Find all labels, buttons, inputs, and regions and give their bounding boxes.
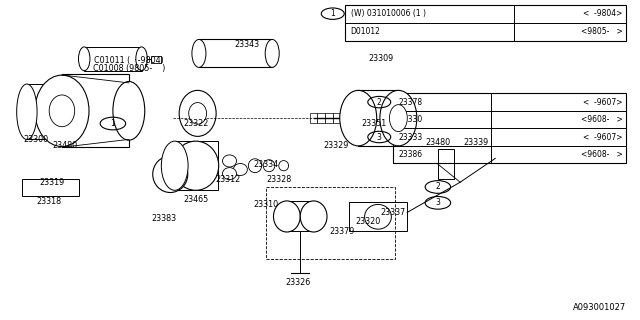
Text: 23320: 23320 (355, 217, 380, 226)
Ellipse shape (234, 164, 247, 176)
Bar (22, 179, 79, 196)
Text: 23322: 23322 (183, 119, 209, 128)
Text: <  -9607>: < -9607> (583, 98, 623, 107)
Bar (175, 141, 218, 190)
Text: 23319: 23319 (40, 178, 65, 187)
Bar (151, 56, 161, 63)
Text: <9608-   >: <9608- > (581, 150, 623, 159)
Text: 23378: 23378 (398, 98, 422, 107)
Ellipse shape (79, 47, 90, 71)
Text: (W) 031010006 (1 ): (W) 031010006 (1 ) (351, 9, 426, 18)
Ellipse shape (279, 161, 289, 171)
Text: 23326: 23326 (285, 278, 310, 287)
Ellipse shape (189, 103, 207, 124)
Bar (349, 202, 407, 231)
Text: 23334: 23334 (253, 160, 278, 169)
Ellipse shape (136, 47, 147, 71)
Text: <9608-   >: <9608- > (581, 115, 623, 124)
Text: <  -9804>: < -9804> (583, 9, 623, 18)
Text: 23309: 23309 (368, 54, 393, 63)
Text: 23480: 23480 (52, 141, 77, 150)
Text: 23351: 23351 (362, 119, 387, 128)
Ellipse shape (173, 141, 219, 190)
Text: 1: 1 (330, 9, 335, 18)
Bar (358, 90, 398, 146)
Ellipse shape (365, 204, 392, 229)
Text: 23480: 23480 (426, 138, 451, 147)
Bar (199, 39, 272, 68)
Ellipse shape (390, 105, 407, 132)
Ellipse shape (49, 95, 75, 127)
Ellipse shape (223, 155, 237, 167)
Text: 23300: 23300 (24, 135, 49, 144)
Text: 3: 3 (435, 198, 440, 207)
Text: 23343: 23343 (234, 40, 259, 49)
Bar (438, 149, 454, 179)
Bar (333, 113, 340, 123)
Text: D01012: D01012 (351, 28, 380, 36)
Bar (394, 93, 626, 163)
Text: <  -9607>: < -9607> (583, 132, 623, 141)
Text: 23339: 23339 (463, 138, 489, 147)
Ellipse shape (192, 39, 206, 68)
Bar (346, 4, 626, 41)
Ellipse shape (340, 90, 377, 146)
Bar (27, 84, 65, 140)
Bar (287, 201, 314, 231)
Text: 23333: 23333 (398, 132, 422, 141)
Ellipse shape (35, 75, 89, 147)
Text: 23318: 23318 (36, 197, 61, 206)
Text: 1: 1 (111, 119, 115, 128)
Text: 23312: 23312 (215, 174, 240, 184)
Text: 23379: 23379 (330, 227, 355, 236)
Text: 23310: 23310 (253, 200, 278, 209)
Bar (317, 113, 325, 123)
Text: 23386: 23386 (398, 150, 422, 159)
Text: 23337: 23337 (381, 208, 406, 217)
Text: <9805-   >: <9805- > (581, 28, 623, 36)
Text: 2: 2 (377, 98, 381, 107)
Bar (310, 113, 317, 123)
Text: 3: 3 (377, 132, 381, 141)
Ellipse shape (223, 168, 237, 180)
Ellipse shape (153, 156, 188, 193)
Bar (325, 113, 333, 123)
Ellipse shape (161, 141, 188, 190)
Text: 23383: 23383 (151, 214, 177, 223)
Ellipse shape (248, 159, 262, 173)
Text: 23329: 23329 (323, 141, 349, 150)
Text: 23465: 23465 (183, 195, 209, 204)
Ellipse shape (113, 82, 145, 140)
Ellipse shape (273, 201, 300, 232)
Ellipse shape (179, 90, 216, 136)
Ellipse shape (17, 84, 37, 140)
Ellipse shape (263, 160, 275, 172)
Text: C01011 (   -9804): C01011 ( -9804) (94, 56, 164, 65)
Bar (62, 74, 129, 147)
Bar (84, 47, 141, 70)
Text: 23330: 23330 (398, 115, 422, 124)
Ellipse shape (300, 201, 327, 232)
Text: A093001027: A093001027 (573, 303, 626, 312)
Text: 23328: 23328 (266, 174, 291, 184)
Ellipse shape (265, 39, 279, 68)
Text: 2: 2 (435, 182, 440, 191)
Ellipse shape (380, 90, 417, 146)
Text: C01008 (9805-    ): C01008 (9805- ) (93, 63, 165, 73)
